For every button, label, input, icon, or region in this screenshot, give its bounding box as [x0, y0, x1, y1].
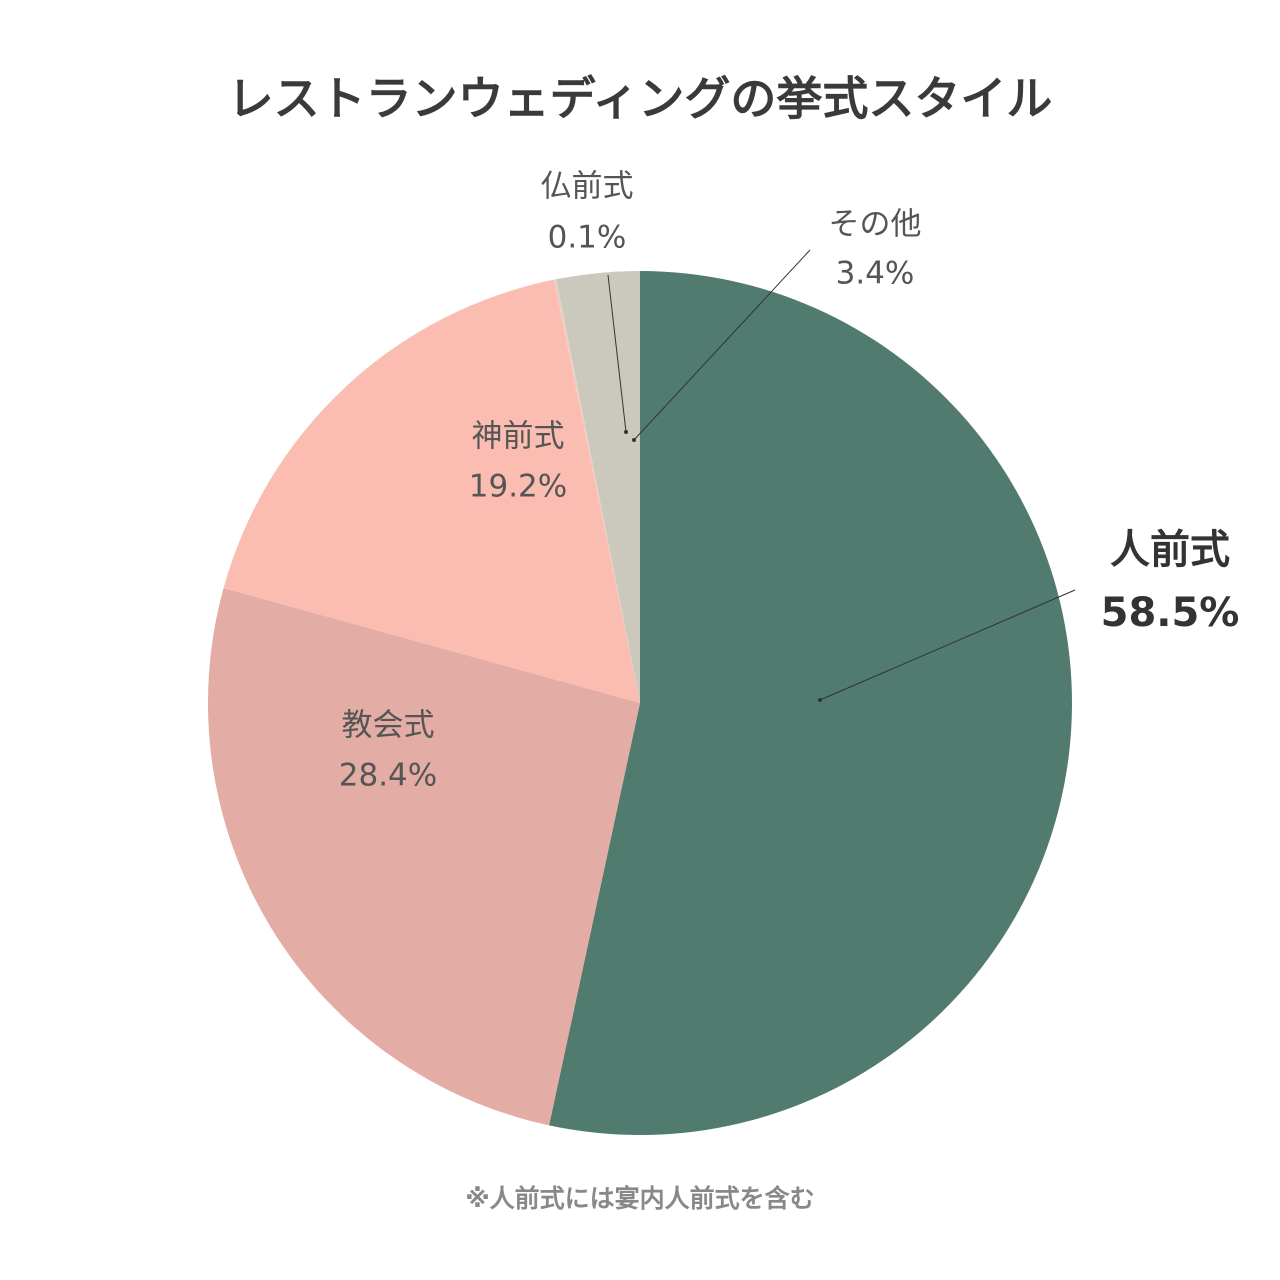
leader-line — [819, 589, 1076, 701]
slice-label: 神前式 — [472, 419, 565, 455]
value-label: 0.1% — [548, 220, 627, 256]
leader-line — [607, 274, 627, 433]
value-label: 28.4% — [339, 758, 437, 794]
leader-dot — [632, 438, 636, 442]
leader-dot — [818, 698, 822, 702]
slice-label: 仏前式 — [541, 169, 634, 205]
pie-slice — [549, 271, 1072, 1135]
pie-slice — [556, 271, 640, 703]
leader-line — [633, 249, 811, 441]
footnote: ※人前式には宴内人前式を含む — [465, 1184, 814, 1213]
slice-label: その他 — [829, 207, 922, 243]
pie-slice — [207, 588, 640, 1126]
value-label: 19.2% — [469, 469, 567, 505]
pie-slice — [553, 279, 640, 703]
value-label: 58.5% — [1101, 590, 1240, 636]
leader-dot — [624, 430, 628, 434]
pie-slice — [223, 279, 641, 703]
slice-label: 人前式 — [1110, 527, 1230, 573]
slice-label: 教会式 — [342, 708, 435, 744]
value-label: 3.4% — [836, 256, 915, 292]
chart-title: レストランウェディングの挙式スタイル — [228, 72, 1053, 126]
